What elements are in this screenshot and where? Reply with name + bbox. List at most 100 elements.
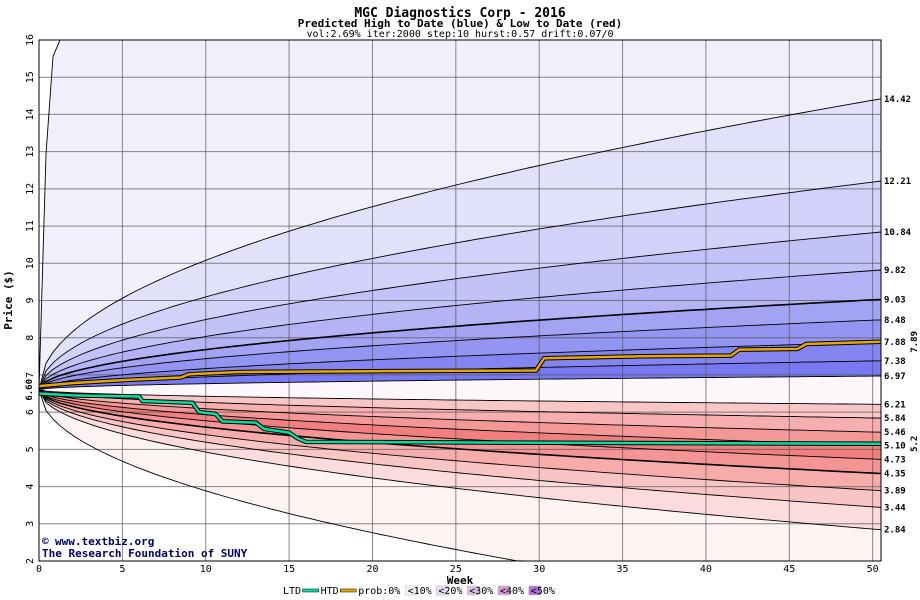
band-end-label: 8.48 — [884, 316, 906, 326]
x-tick-label: 10 — [200, 564, 212, 575]
legend-box — [528, 585, 542, 596]
band-end-label: 12.21 — [884, 177, 911, 187]
chart-subtitle: Predicted High to Date (blue) & Low to D… — [298, 17, 623, 30]
red-band-area — [39, 389, 881, 405]
blue-band-area — [39, 299, 881, 390]
band-end-label: 3.44 — [884, 503, 906, 513]
band-end-labels: 14.42 12.21 10.84 9.82 9.03 8.48 7.88 7.38 6.97 6… — [884, 95, 912, 536]
legend-label: <20% — [438, 586, 462, 597]
x-tick-label: 35 — [617, 564, 629, 575]
red-band-area — [39, 389, 881, 561]
band-end-label: 7.88 — [884, 338, 906, 348]
band-line — [38, 389, 882, 460]
red-band-area — [39, 389, 881, 419]
ltd-end-label: 5.2 — [910, 436, 920, 452]
plot-frame — [38, 39, 882, 562]
band-end-label: 6.21 — [884, 400, 906, 410]
band-end-label: 10.84 — [884, 228, 912, 238]
band-end-label: 14.42 — [884, 95, 911, 105]
band-line — [38, 231, 882, 390]
y-tick-label: 10 — [25, 257, 36, 269]
blue-band-area — [39, 40, 881, 390]
x-axis-label: Week — [447, 574, 474, 587]
legend-label: <50% — [531, 586, 555, 597]
red-band-area — [39, 389, 881, 530]
legend-label: prob:0% — [358, 586, 400, 597]
band-line — [38, 319, 882, 391]
y-tick-label: 12 — [25, 183, 36, 195]
start-price-label: 6.60 — [25, 379, 35, 401]
y-axis-ticks: 2 3 4 5 6 7 8 9 10 11 12 13 14 15 16 — [25, 34, 36, 564]
copyright-icon: © — [42, 535, 49, 548]
x-tick-label: 30 — [533, 564, 545, 575]
y-tick-label: 3 — [25, 521, 36, 527]
band-line — [38, 389, 882, 433]
band-line — [38, 389, 882, 508]
band-line — [38, 389, 882, 531]
legend-box — [466, 585, 480, 596]
watermark: © www.textbiz.org The Research Foundatio… — [42, 535, 248, 560]
y-tick-label: 5 — [25, 446, 36, 452]
y-tick-label: 6 — [25, 409, 36, 415]
band-line — [38, 389, 882, 475]
htd-end-label: 7.89 — [910, 331, 920, 353]
band-end-label: 5.84 — [884, 414, 906, 424]
y-tick-label: 15 — [25, 71, 36, 83]
blue-band-area — [39, 232, 881, 390]
x-tick-label: 45 — [783, 564, 795, 575]
band-line — [38, 269, 882, 391]
red-band-area — [39, 389, 881, 433]
blue-band-area — [39, 181, 881, 390]
band-end-label: 4.73 — [884, 455, 906, 465]
blue-band-area — [39, 270, 881, 390]
band-end-label: 9.03 — [884, 295, 906, 305]
watermark-org: The Research Foundation of SUNY — [42, 547, 248, 560]
x-tick-label: 20 — [366, 564, 378, 575]
band-end-label: 3.89 — [884, 487, 906, 497]
y-tick-label: 13 — [25, 146, 36, 158]
band-line — [38, 389, 882, 447]
band-end-label: 2.84 — [884, 526, 906, 536]
y-tick-label: 16 — [25, 34, 36, 46]
x-tick-label: 5 — [119, 564, 125, 575]
y-axis-label: Price ($) — [2, 270, 15, 330]
legend-swatch — [302, 588, 319, 593]
y-tick-label: 4 — [25, 484, 36, 490]
band-line — [38, 98, 882, 390]
y-tick-label: 2 — [25, 558, 36, 564]
y-tick-label: 8 — [25, 335, 36, 341]
x-tick-label: 0 — [36, 564, 42, 575]
legend-label: <40% — [500, 586, 524, 597]
band-line — [38, 180, 882, 390]
legend-label: <10% — [408, 586, 432, 597]
legend-box — [436, 585, 449, 596]
band-line — [38, 389, 881, 405]
band-line — [38, 375, 882, 391]
htd-line — [38, 340, 882, 388]
blue-band-area — [39, 376, 881, 390]
band-end-label: 6.97 — [884, 372, 906, 382]
red-band-area — [39, 389, 881, 446]
chart-title: MGC Diagnostics Corp - 2016 — [354, 6, 565, 21]
ltd-line — [38, 392, 882, 446]
legend-label: HTD — [321, 586, 339, 597]
legend-label: LTD — [283, 586, 301, 597]
x-tick-label: 40 — [700, 564, 712, 575]
x-tick-label: 15 — [283, 564, 295, 575]
band-end-label: 4.35 — [884, 470, 906, 480]
legend: LTD HTD prob:0% <10% <20% <30% <40% <50% — [283, 585, 555, 597]
x-tick-label: 50 — [867, 564, 879, 575]
legend-box — [405, 585, 418, 596]
simulation-params: vol:2.69% iter:2000 step:10 hurst:0.57 d… — [306, 29, 613, 40]
y-tick-label: 14 — [25, 108, 36, 120]
band-end-label: 9.82 — [884, 266, 906, 276]
series-lines — [38, 339, 882, 447]
y-tick-label: 11 — [25, 220, 36, 232]
watermark-url: www.textbiz.org — [55, 535, 154, 548]
band-end-label: 5.46 — [884, 428, 906, 438]
blue-band-area — [39, 98, 881, 390]
y-tick-label: 9 — [25, 297, 36, 303]
x-axis-ticks: 0 5 10 15 20 25 30 35 40 45 50 — [36, 564, 879, 575]
band-line — [38, 341, 882, 391]
